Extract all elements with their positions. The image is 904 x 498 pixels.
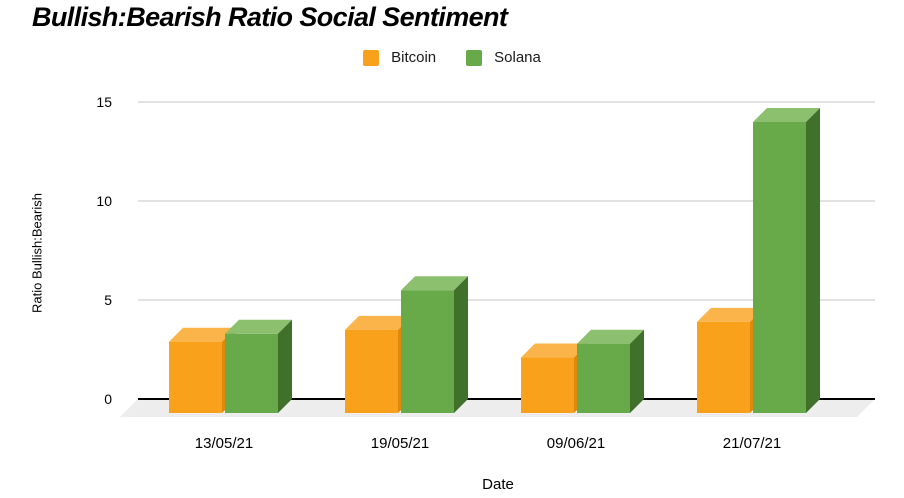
solana-bar-19-05-21-front [401, 290, 454, 413]
solana-bar-09-06-21-top [577, 329, 644, 344]
x-axis-category-label: 21/07/21 [723, 435, 781, 452]
bitcoin-bar-21-07-21-top [697, 307, 764, 322]
solana-bar-13-05-21-side [278, 319, 292, 413]
x-axis-category-label: 13/05/21 [195, 435, 253, 452]
bitcoin-bar-19-05-21-front [345, 329, 398, 413]
legend-label-solana: Solana [494, 49, 541, 66]
bitcoin-bar-09-06-21-top [521, 343, 588, 358]
x-axis-category-label: 19/05/21 [371, 435, 429, 452]
solana-bar-19-05-21-side [454, 276, 468, 413]
x-axis-title: Date [482, 476, 514, 493]
chart-floor [120, 399, 875, 417]
y-axis-tick-label: 10 [96, 193, 112, 209]
chart-title: Bullish:Bearish Ratio Social Sentiment [32, 2, 508, 32]
x-axis-category-label: 09/06/21 [547, 435, 605, 452]
solana-bar-21-07-21-side [806, 107, 820, 413]
y-axis-tick-label: 0 [104, 391, 112, 407]
solana-bar-21-07-21-top [753, 107, 820, 122]
bitcoin-bar-09-06-21-front [521, 357, 574, 413]
solana-bar-21-07-21-front [753, 121, 806, 413]
legend-label-bitcoin: Bitcoin [391, 49, 437, 66]
bitcoin-bar-13-05-21-front [169, 341, 222, 413]
legend-swatch-bitcoin [363, 49, 380, 66]
legend-item-solana: Solana [466, 49, 541, 66]
bitcoin-bar-21-07-21-front [697, 321, 750, 413]
solana-bar-09-06-21-front [577, 343, 630, 413]
y-axis-title: Ratio Bullish:Bearish [29, 193, 45, 313]
bitcoin-bar-13-05-21-top [169, 327, 236, 342]
solana-bar-13-05-21-front [225, 333, 278, 413]
bitcoin-bar-19-05-21-top [345, 315, 412, 330]
solana-bar-19-05-21-top [401, 276, 468, 291]
legend-swatch-solana [466, 49, 483, 66]
y-axis-tick-label: 5 [104, 292, 112, 308]
legend: Bitcoin Solana [0, 49, 904, 66]
solana-bar-13-05-21-top [225, 319, 292, 334]
y-axis-tick-label: 15 [96, 94, 112, 110]
legend-item-bitcoin: Bitcoin [363, 49, 436, 66]
solana-bar-09-06-21-side [630, 329, 644, 413]
